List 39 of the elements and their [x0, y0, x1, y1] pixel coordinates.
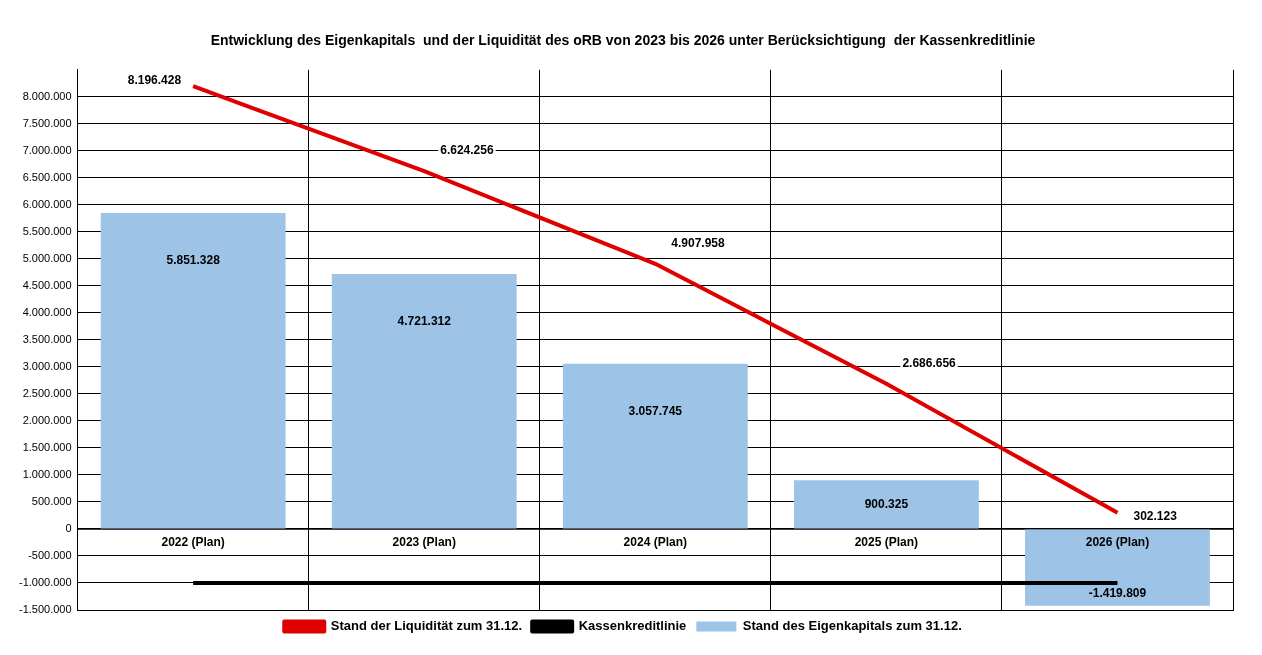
y-tick-label: 500.000 — [31, 494, 72, 507]
x-tick-label: 2023 (Plan) — [392, 535, 456, 550]
legend-label: Stand der Liquidität zum 31.12. — [330, 618, 523, 634]
data-label: 5.851.328 — [166, 253, 221, 268]
x-tick-label: 2024 (Plan) — [623, 535, 687, 550]
data-label: 900.325 — [864, 496, 909, 511]
data-label: 2.686.656 — [902, 356, 957, 371]
y-tick-label: -500.000 — [28, 549, 72, 562]
data-label: 8.196.428 — [127, 72, 182, 87]
y-tick-label: 4.000.000 — [22, 305, 72, 318]
y-tick-label: 4.500.000 — [22, 278, 72, 291]
y-tick-label: -1.500.000 — [18, 603, 72, 616]
data-label: 3.057.745 — [628, 404, 683, 419]
x-tick-label: 2022 (Plan) — [161, 535, 225, 550]
y-tick-label: 2.500.000 — [22, 386, 72, 399]
y-tick-label: 8.000.000 — [22, 89, 72, 102]
data-label: 302.123 — [1133, 508, 1178, 523]
chart-title: Entwicklung des Eigenkapitals und der Liquidität des oRB von 2023 bis 2026 unter Berücksichtigung der Kassenkreditlinie — [210, 32, 1036, 49]
data-label: -1.419.809 — [1088, 585, 1147, 600]
y-tick-label: -1.000.000 — [18, 576, 72, 589]
y-tick-label: 7.000.000 — [22, 143, 72, 156]
y-tick-label: 6.500.000 — [22, 170, 72, 183]
legend-label: Kassenkreditlinie — [578, 618, 687, 634]
data-label: 4.907.958 — [671, 236, 726, 251]
legend-label: Stand des Eigenkapitals zum 31.12. — [742, 618, 962, 634]
y-tick-label: 6.000.000 — [22, 197, 72, 210]
y-tick-label: 1.000.000 — [22, 467, 72, 480]
y-tick-label: 5.500.000 — [22, 224, 72, 237]
y-tick-label: 2.000.000 — [22, 413, 72, 426]
y-tick-label: 7.500.000 — [22, 116, 72, 129]
x-tick-label: 2026 (Plan) — [1085, 535, 1150, 550]
y-tick-label: 0 — [65, 522, 72, 534]
y-tick-label: 5.000.000 — [22, 251, 72, 264]
x-tick-label: 2025 (Plan) — [854, 535, 919, 550]
y-tick-label: 3.000.000 — [22, 359, 72, 372]
data-label: 4.721.312 — [397, 314, 452, 329]
y-tick-label: 1.500.000 — [22, 440, 72, 453]
data-label: 6.624.256 — [440, 143, 494, 158]
y-tick-label: 3.500.000 — [22, 332, 72, 345]
